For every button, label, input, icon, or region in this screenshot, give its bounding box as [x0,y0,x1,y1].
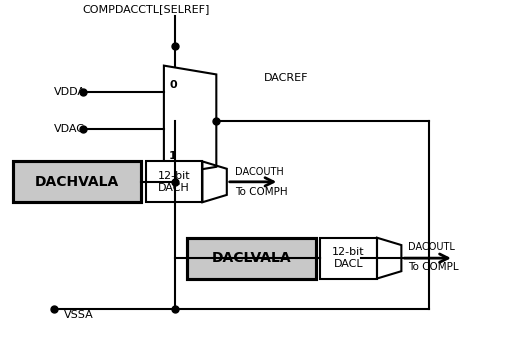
Text: VDAC: VDAC [54,125,85,135]
Text: VDDA: VDDA [54,87,86,97]
Text: To COMPH: To COMPH [235,187,287,197]
Text: DACOUTH: DACOUTH [235,168,284,178]
Text: DACOUTL: DACOUTL [408,242,454,252]
Text: To COMPL: To COMPL [408,261,458,271]
Bar [188,238,316,279]
Text: DACREF: DACREF [264,73,308,83]
Bar [320,238,377,279]
Text: 12-bit
DACL: 12-bit DACL [332,247,365,269]
Text: DACHVALA: DACHVALA [35,175,119,189]
Text: COMPDACCTL[SELREF]: COMPDACCTL[SELREF] [83,4,210,14]
Bar [145,161,202,202]
Text: 12-bit
DACH: 12-bit DACH [158,171,190,193]
Bar [13,161,141,202]
Text: 1: 1 [169,151,177,161]
Text: VSSA: VSSA [64,310,94,320]
Text: 0: 0 [169,80,177,90]
Text: DACLVALA: DACLVALA [212,251,291,265]
